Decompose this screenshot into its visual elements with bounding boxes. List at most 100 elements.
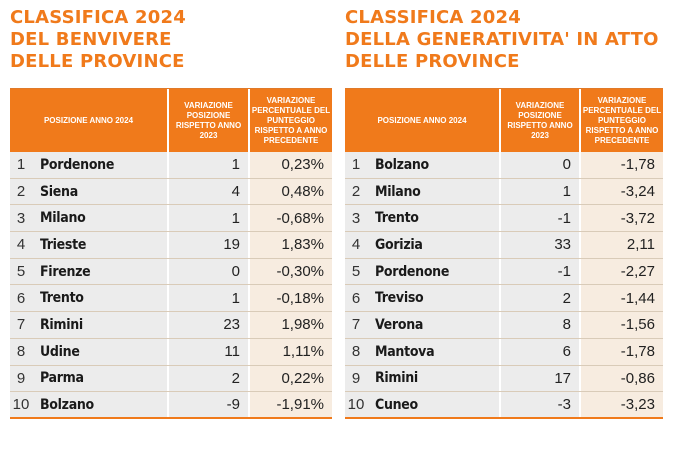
table-row: 4 Trieste 19 1,83%: [10, 232, 332, 259]
position-cell: 3 Trento: [345, 205, 499, 232]
rank-number: 3: [16, 209, 26, 227]
rank-number: 8: [351, 343, 361, 361]
percent-cell: -0,86: [579, 365, 663, 392]
variation-cell: 1: [167, 205, 248, 232]
table-row: 1 Pordenone 1 0,23%: [10, 152, 332, 179]
percent-cell: -0,30%: [248, 258, 332, 285]
province-name: Bolzano: [375, 156, 429, 173]
rank-number: 5: [16, 263, 26, 281]
province-name: Mantova: [375, 343, 435, 360]
rank-number: 7: [351, 316, 361, 334]
table-row: 2 Milano 1 -3,24: [345, 178, 663, 206]
percent-cell: -2,27: [579, 258, 663, 285]
rank-number: 7: [16, 316, 26, 334]
percent-cell: -1,56: [579, 312, 663, 338]
province-name: Gorizia: [375, 236, 423, 253]
table-row: 7 Rimini 23 1,98%: [10, 312, 332, 339]
variation-cell: 1: [499, 178, 579, 205]
variation-cell: 0: [167, 258, 248, 285]
percent-cell: 1,11%: [248, 338, 332, 365]
position-cell: 10 Bolzano: [10, 392, 167, 417]
percent-cell: 0,23%: [248, 152, 332, 178]
position-cell: 4 Trieste: [10, 232, 167, 258]
rank-number: 5: [351, 263, 361, 281]
title-line: DELLE PROVINCE: [345, 51, 520, 72]
position-cell: 3 Milano: [10, 205, 167, 232]
position-cell: 9 Parma: [10, 365, 167, 392]
percent-cell: -3,23: [579, 392, 663, 417]
position-cell: 10 Cuneo: [345, 392, 499, 417]
header-variation: VARIAZIONE POSIZIONE RISPETTO ANNO 2023: [499, 89, 579, 152]
table-row: 6 Treviso 2 -1,44: [345, 285, 663, 313]
table-row: 8 Udine 11 1,11%: [10, 338, 332, 366]
position-cell: 9 Rimini: [345, 365, 499, 392]
rank-number: 1: [351, 156, 361, 174]
position-cell: 6 Treviso: [345, 285, 499, 312]
rank-number: 6: [16, 289, 26, 307]
table-row: 6 Trento 1 -0,18%: [10, 285, 332, 313]
benvivere-title: CLASSIFICA 2024 DEL BENVIVERE DELLE PROV…: [10, 7, 332, 77]
header-percent: VARIAZIONE PERCENTUALE DEL PUNTEGGIO RIS…: [248, 89, 332, 152]
rank-number: 9: [351, 369, 361, 387]
variation-cell: -9: [167, 392, 248, 417]
table-row: 2 Siena 4 0,48%: [10, 178, 332, 206]
position-cell: 5 Firenze: [10, 258, 167, 285]
position-cell: 6 Trento: [10, 285, 167, 312]
variation-cell: 0: [499, 152, 579, 178]
province-name: Trieste: [40, 236, 87, 253]
province-name: Firenze: [40, 263, 91, 280]
rank-number: 8: [16, 343, 26, 361]
percent-cell: -1,78: [579, 338, 663, 365]
table-row: 9 Parma 2 0,22%: [10, 365, 332, 393]
position-cell: 7 Rimini: [10, 312, 167, 338]
variation-cell: 2: [167, 365, 248, 392]
table-row: 5 Pordenone -1 -2,27: [345, 258, 663, 286]
title-line: CLASSIFICA 2024: [345, 7, 521, 28]
table-row: 5 Firenze 0 -0,30%: [10, 258, 332, 286]
percent-cell: 0,48%: [248, 178, 332, 205]
header-variation: VARIAZIONE POSIZIONE RISPETTO ANNO 2023: [167, 89, 248, 152]
benvivere-panel: CLASSIFICA 2024 DEL BENVIVERE DELLE PROV…: [10, 0, 332, 419]
rank-number: 6: [351, 289, 361, 307]
province-name: Parma: [40, 370, 84, 387]
province-name: Trento: [375, 210, 419, 227]
rank-number: 2: [16, 183, 26, 201]
variation-cell: 11: [167, 338, 248, 365]
position-cell: 5 Pordenone: [345, 258, 499, 285]
position-cell: 2 Milano: [345, 178, 499, 205]
variation-cell: -3: [499, 392, 579, 417]
variation-cell: 6: [499, 338, 579, 365]
province-name: Pordenone: [375, 263, 450, 280]
rank-number: 3: [351, 209, 361, 227]
table-row: 4 Gorizia 33 2,11: [345, 232, 663, 259]
title-line: DEL BENVIVERE: [10, 29, 172, 50]
percent-cell: 1,98%: [248, 312, 332, 338]
position-cell: 7 Verona: [345, 312, 499, 338]
table-header: POSIZIONE ANNO 2024 VARIAZIONE POSIZIONE…: [345, 89, 663, 152]
variation-cell: 33: [499, 232, 579, 258]
generativita-panel: CLASSIFICA 2024 DELLA GENERATIVITA' IN A…: [345, 0, 663, 419]
percent-cell: 2,11: [579, 232, 663, 258]
variation-cell: -1: [499, 258, 579, 285]
province-name: Milano: [375, 183, 421, 200]
percent-cell: -0,18%: [248, 285, 332, 312]
province-name: Udine: [40, 343, 80, 360]
position-cell: 1 Pordenone: [10, 152, 167, 178]
province-name: Pordenone: [40, 156, 115, 173]
province-name: Trento: [40, 290, 84, 307]
title-line: DELLE PROVINCE: [10, 51, 185, 72]
rank-number: 4: [351, 236, 361, 254]
percent-cell: -3,72: [579, 205, 663, 232]
percent-cell: 1,83%: [248, 232, 332, 258]
title-line: CLASSIFICA 2024: [10, 7, 186, 28]
province-name: Rimini: [40, 316, 83, 333]
variation-cell: 1: [167, 152, 248, 178]
table-row: 3 Trento -1 -3,72: [345, 205, 663, 233]
table-row: 8 Mantova 6 -1,78: [345, 338, 663, 366]
variation-cell: 17: [499, 365, 579, 392]
province-name: Verona: [375, 316, 424, 333]
variation-cell: -1: [499, 205, 579, 232]
province-name: Rimini: [375, 370, 418, 387]
position-cell: 8 Udine: [10, 338, 167, 365]
percent-cell: -3,24: [579, 178, 663, 205]
